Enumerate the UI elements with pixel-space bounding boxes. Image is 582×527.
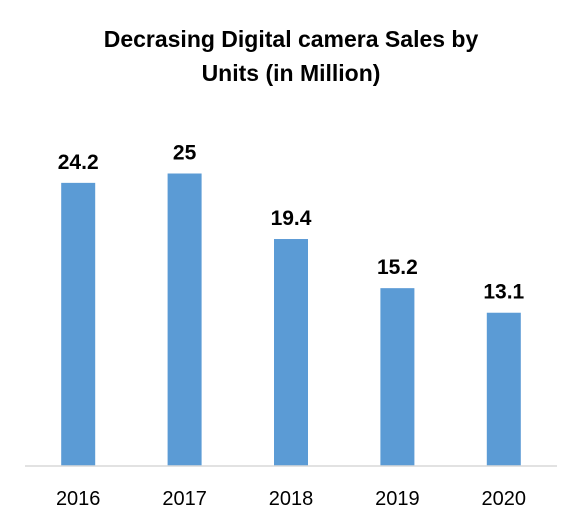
- data-labels-group: 24.2 25 19.4 15.2 13.1: [58, 142, 525, 304]
- chart-title-line-2: Units (in Million): [201, 60, 381, 86]
- data-label-2019: 15.2: [377, 256, 418, 279]
- x-tick-label-2018: 2018: [269, 488, 314, 510]
- x-tick-label-2017: 2017: [162, 488, 207, 510]
- data-label-2020: 13.1: [483, 281, 524, 304]
- bar-2019: [380, 288, 415, 466]
- x-tick-label-2019: 2019: [375, 488, 420, 510]
- data-label-2016: 24.2: [58, 151, 99, 174]
- data-label-2018: 19.4: [271, 207, 312, 230]
- bar-2018: [274, 239, 308, 466]
- chart-title: Decrasing Digital camera Sales by Units …: [0, 22, 582, 90]
- bars-group: [61, 173, 521, 467]
- data-label-2017: 25: [173, 142, 197, 165]
- bar-2016: [61, 182, 96, 467]
- x-tick-label-2020: 2020: [482, 488, 527, 510]
- x-tick-label-2016: 2016: [56, 488, 101, 510]
- bar-2020: [486, 312, 521, 466]
- bar-2017: [167, 173, 202, 466]
- x-tick-labels-group: 2016 2017 2018 2019 2020: [56, 488, 526, 510]
- chart-title-line-1: Decrasing Digital camera Sales by: [103, 26, 479, 52]
